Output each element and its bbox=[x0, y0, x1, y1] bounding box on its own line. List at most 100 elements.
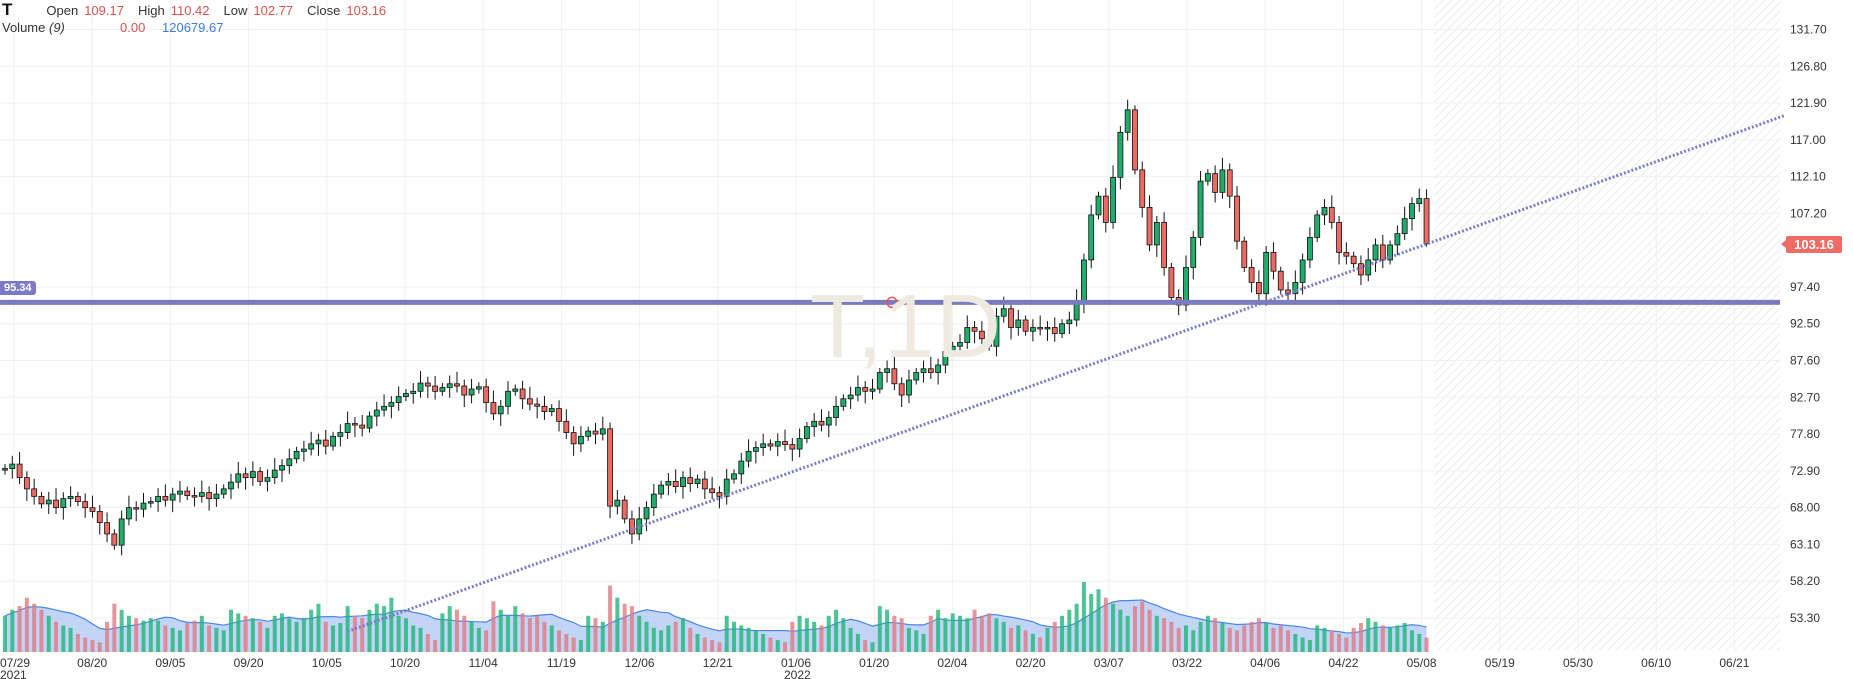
volume-bar bbox=[914, 630, 919, 652]
candle bbox=[1102, 187, 1109, 233]
candle-body bbox=[716, 492, 723, 497]
volume-bar bbox=[75, 633, 80, 652]
volume-bar bbox=[761, 633, 766, 652]
candle-body bbox=[308, 443, 315, 450]
candle-body bbox=[1168, 267, 1175, 298]
candle-body bbox=[147, 501, 154, 504]
candle bbox=[1234, 186, 1240, 250]
candle-body bbox=[461, 385, 468, 396]
candle-body bbox=[118, 518, 125, 546]
candle-body bbox=[855, 387, 861, 396]
candle-body bbox=[1328, 206, 1335, 223]
volume-bar bbox=[666, 625, 671, 652]
candle-body bbox=[490, 402, 497, 415]
candle-body bbox=[1204, 173, 1211, 182]
candle-body bbox=[840, 398, 847, 407]
candle bbox=[971, 321, 978, 344]
date-tick-label: 09/05 bbox=[155, 656, 185, 670]
volume-bar bbox=[10, 609, 15, 652]
volume-bar bbox=[906, 627, 911, 652]
price-tick-label: 131.70 bbox=[1790, 23, 1827, 37]
candle bbox=[198, 480, 205, 503]
volume-bar bbox=[1307, 639, 1312, 652]
date-tick-label: 10/05 bbox=[312, 656, 342, 670]
candle-body bbox=[359, 424, 366, 429]
volume-bar bbox=[1235, 630, 1240, 652]
volume-bar bbox=[389, 597, 394, 652]
candle bbox=[767, 439, 774, 451]
candle-body bbox=[53, 499, 59, 509]
volume-bar bbox=[454, 609, 459, 652]
candle bbox=[665, 473, 672, 496]
volume-bar bbox=[506, 615, 511, 652]
horizontal-line-label[interactable]: 95.34 bbox=[0, 281, 36, 295]
candle-body bbox=[1379, 244, 1386, 261]
candle bbox=[439, 383, 446, 396]
candle bbox=[381, 394, 387, 417]
volume-bar bbox=[1191, 630, 1196, 652]
volume-bar bbox=[338, 623, 343, 652]
candle bbox=[213, 483, 220, 507]
candle-body bbox=[804, 426, 810, 439]
volume-ma-line bbox=[4, 599, 1427, 634]
volume-bar bbox=[221, 630, 226, 652]
volume-bar bbox=[374, 603, 379, 652]
candle bbox=[1248, 259, 1255, 293]
candle bbox=[964, 315, 971, 349]
candle bbox=[1146, 195, 1153, 252]
volume-bar bbox=[1052, 621, 1057, 652]
candle-body bbox=[344, 423, 351, 433]
candle-body bbox=[592, 430, 599, 435]
candle bbox=[957, 334, 963, 357]
candle-body bbox=[833, 405, 839, 418]
candle bbox=[96, 505, 103, 535]
volume-bar bbox=[848, 627, 853, 652]
candle-body bbox=[403, 393, 409, 397]
candle bbox=[847, 386, 854, 409]
volume-bar bbox=[1344, 637, 1349, 652]
volume-pane bbox=[3, 582, 1429, 652]
candle-body bbox=[468, 388, 475, 396]
volume-bar bbox=[24, 597, 29, 652]
candle bbox=[1066, 311, 1073, 334]
candle-body bbox=[796, 438, 803, 450]
candle-body bbox=[1299, 259, 1306, 283]
volume-bar bbox=[1351, 627, 1356, 652]
candle-body bbox=[534, 403, 541, 407]
line-handle-icon[interactable] bbox=[886, 296, 898, 309]
volume-bar bbox=[46, 615, 51, 652]
volume-bar bbox=[214, 627, 219, 652]
candle bbox=[876, 368, 883, 394]
volume-bar bbox=[1030, 633, 1035, 652]
candle-body bbox=[599, 428, 606, 435]
volume-bar bbox=[702, 637, 707, 652]
candle bbox=[541, 396, 548, 420]
candle bbox=[104, 512, 110, 543]
candle-body bbox=[424, 382, 431, 387]
price-tick-label: 87.60 bbox=[1790, 354, 1820, 368]
candle-body bbox=[67, 495, 74, 500]
volume-bar bbox=[382, 606, 387, 652]
candle bbox=[1139, 161, 1146, 218]
candle bbox=[1117, 125, 1124, 190]
volume-bar bbox=[732, 621, 736, 652]
candle-body bbox=[1132, 109, 1138, 171]
candle-body bbox=[1365, 259, 1372, 276]
candle-body bbox=[337, 432, 344, 437]
candle bbox=[322, 429, 329, 455]
candle-body bbox=[1248, 267, 1255, 283]
volume-bar bbox=[863, 639, 868, 652]
candle-body bbox=[585, 430, 592, 437]
volume-period: (9) bbox=[49, 20, 65, 35]
candle bbox=[352, 417, 358, 438]
volume-bar bbox=[1045, 627, 1050, 652]
volume-bar bbox=[571, 637, 576, 652]
volume-bar bbox=[425, 633, 430, 652]
volume-bar bbox=[1242, 625, 1247, 652]
date-tick-label: 04/22 bbox=[1328, 656, 1358, 670]
volume-ma-value: 120679.67 bbox=[162, 20, 224, 35]
candle-body bbox=[410, 390, 417, 394]
volume-bar bbox=[834, 609, 839, 652]
candle-body bbox=[629, 518, 635, 535]
